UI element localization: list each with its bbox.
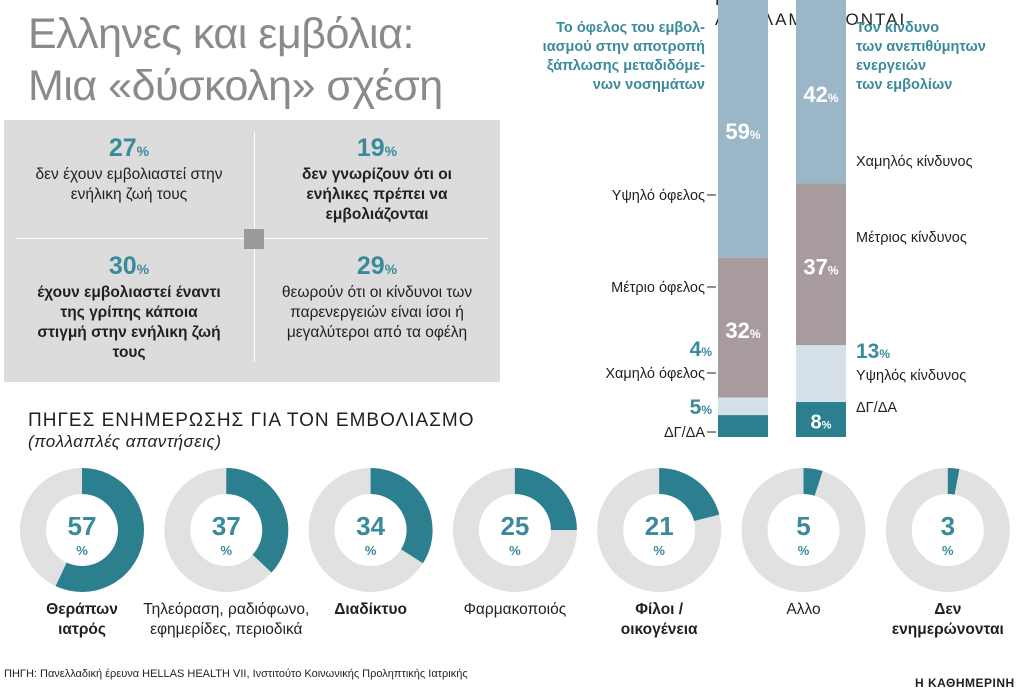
percent-sign: % xyxy=(384,143,398,159)
source-footnote: ΠΗΓΗ: Πανελλαδική έρευνα HELLAS HEALTH V… xyxy=(4,668,468,680)
sources-donut-chart: 57% 37% 34% 25% 21% 5% 3% xyxy=(20,468,1010,592)
donut-slice xyxy=(659,468,720,522)
donut-slice xyxy=(803,468,823,496)
donut-percent: % xyxy=(365,543,377,558)
donut-percent: % xyxy=(76,543,88,558)
bar-category-label: Υψηλό όφελος xyxy=(612,188,705,204)
donut-slice xyxy=(226,468,289,573)
bar-category-label: Υψηλός κίνδυνος xyxy=(856,368,966,384)
donut-value: 57 xyxy=(68,511,97,541)
donut-value: 3 xyxy=(941,511,955,541)
donut-slice xyxy=(370,468,433,564)
donut-value: 25 xyxy=(500,511,529,541)
bar-segment xyxy=(796,0,846,184)
donut-slice xyxy=(947,468,960,495)
bar-category-label: ΔΓ/ΔΑ xyxy=(856,400,897,416)
bar-title: Τον κίνδυνο των ανεπιθύμητων ενεργειών των … xyxy=(856,20,986,93)
bar-category-label: Μέτριος κίνδυνος xyxy=(856,230,967,246)
sources-subtitle: (πολλαπλές απαντήσεις) xyxy=(28,432,222,451)
donut-category-label: Δεν ενημερώνονται xyxy=(891,601,1004,638)
stat-value: 29 xyxy=(356,252,385,280)
stats-center-square xyxy=(244,229,264,249)
donut-percent: % xyxy=(509,543,521,558)
stat-value: 19 xyxy=(356,134,385,162)
sources-title: ΠΗΓΕΣ ΕΝΗΜΕΡΩΣΗΣ ΓΙΑ ΤΟΝ ΕΜΒΟΛΙΑΣΜΟ xyxy=(28,410,475,431)
bar-value-label: 5% xyxy=(690,396,713,419)
stat-value: 27 xyxy=(108,134,137,162)
donut-slice xyxy=(514,468,577,530)
donut-category-label: Αλλο xyxy=(786,601,821,618)
perception-stacked-bar-chart: Το όφελος του εμβολ-ιασμού στην αποτροπή… xyxy=(543,0,986,441)
donut-category-label: Διαδίκτυο xyxy=(334,601,407,618)
donut-percent: % xyxy=(942,543,954,558)
donut-category-label: Τηλεόραση, ραδιόφωνο, εφημερίδες, περιοδ… xyxy=(143,601,310,638)
percent-sign: % xyxy=(384,261,398,277)
bar-category-label: Μέτριο όφελος xyxy=(611,280,705,296)
stat-text: θεωρούν ότι οι κίνδυνοι των παρενεργειών… xyxy=(281,284,473,341)
stats-box: 27% δεν έχουν εμβολιαστεί στην ενήλικη ζ… xyxy=(4,120,500,382)
bar-category-label: ΔΓ/ΔΑ xyxy=(664,425,705,441)
stat-text: δεν γνωρίζουν ότι οι ενήλικες πρέπει να … xyxy=(302,166,452,223)
stat-text: έχουν εμβολιαστεί έναντι της γρίπης κάπο… xyxy=(37,284,221,361)
bar-segment xyxy=(796,183,846,346)
donut-value: 34 xyxy=(356,511,385,541)
brand-logo: Η ΚΑΘΗΜΕΡΙΝΗ xyxy=(915,676,1015,690)
donut-value: 21 xyxy=(645,511,674,541)
stat-text: δεν έχουν εμβολιαστεί στην ενήλικη ζωή τ… xyxy=(35,166,223,203)
stat-unvaccinated: 27% δεν έχουν εμβολιαστεί στην ενήλικη ζ… xyxy=(14,134,244,205)
bar-title: Το όφελος του εμβολ-ιασμού στην αποτροπή… xyxy=(543,20,705,93)
bar-segment xyxy=(718,0,768,258)
bar-segment xyxy=(718,397,768,416)
bar-segment xyxy=(718,415,768,437)
title-line-2: Μια «δύσκολη» σχέση xyxy=(28,62,443,110)
donut-percent: % xyxy=(221,543,233,558)
donut-percent: % xyxy=(653,543,665,558)
bar-value-label: 13% xyxy=(856,340,890,363)
stat-unaware: 19% δεν γνωρίζουν ότι οι ενήλικες πρέπει… xyxy=(262,134,492,225)
bar-category-label: Χαμηλός κίνδυνος xyxy=(856,154,973,170)
donut-category-label: Φίλοι /οικογένεια xyxy=(620,601,698,638)
percent-sign: % xyxy=(136,261,150,277)
stat-value: 30 xyxy=(108,252,137,280)
stat-flu-vaccinated: 30% έχουν εμβολιαστεί έναντι της γρίπης … xyxy=(14,252,244,363)
donut-value: 5 xyxy=(796,511,810,541)
bar-value-label: 4% xyxy=(690,338,713,361)
donut-value: 37 xyxy=(212,511,241,541)
stat-risk-perception: 29% θεωρούν ότι οι κίνδυνοι των παρενεργ… xyxy=(262,252,492,343)
donut-category-label: Φαρμακοποιός xyxy=(463,601,567,618)
page-title: Ελληνες και εμβόλια: Μια «δύσκολη» σχέση xyxy=(28,8,498,112)
title-line-1: Ελληνες και εμβόλια: xyxy=(28,10,414,58)
bar-segment xyxy=(796,402,846,437)
bar-category-label: Χαμηλό όφελος xyxy=(605,366,705,382)
donut-category-label: Θεράπων ιατρός xyxy=(46,601,118,638)
donut-percent: % xyxy=(798,543,810,558)
bar-segment xyxy=(796,345,846,403)
bar-segment xyxy=(718,257,768,398)
donut-slice xyxy=(55,468,144,592)
percent-sign: % xyxy=(136,143,150,159)
